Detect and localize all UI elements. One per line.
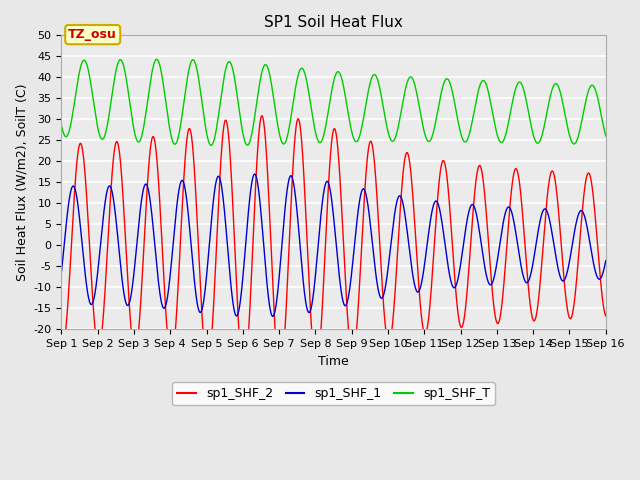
Text: TZ_osu: TZ_osu <box>68 28 117 41</box>
Legend: sp1_SHF_2, sp1_SHF_1, sp1_SHF_T: sp1_SHF_2, sp1_SHF_1, sp1_SHF_T <box>172 383 495 406</box>
sp1_SHF_1 <box>58 269 65 275</box>
sp1_SHF_2 <box>308 336 316 341</box>
sp1_SHF_1 <box>586 242 594 248</box>
Line: sp1_SHF_1: sp1_SHF_1 <box>61 174 605 316</box>
sp1_SHF_1 <box>308 300 316 305</box>
sp1_SHF_2 <box>258 113 266 119</box>
sp1_SHF_2 <box>586 173 594 179</box>
sp1_SHF_T <box>323 118 330 124</box>
sp1_SHF_T <box>58 122 65 128</box>
sp1_SHF_T <box>586 84 594 90</box>
sp1_SHF_1 <box>251 171 259 177</box>
sp1_SHF_2 <box>276 372 284 377</box>
sp1_SHF_T <box>487 99 495 105</box>
Line: sp1_SHF_T: sp1_SHF_T <box>61 60 605 145</box>
sp1_SHF_1 <box>587 243 595 249</box>
sp1_SHF_2 <box>602 313 609 319</box>
sp1_SHF_1 <box>269 313 276 319</box>
sp1_SHF_1 <box>323 179 330 184</box>
sp1_SHF_T <box>308 111 316 117</box>
Line: sp1_SHF_2: sp1_SHF_2 <box>61 116 605 374</box>
sp1_SHF_T <box>153 57 161 62</box>
sp1_SHF_2 <box>587 174 595 180</box>
sp1_SHF_T <box>207 143 215 148</box>
sp1_SHF_2 <box>487 267 495 273</box>
Y-axis label: Soil Heat Flux (W/m2), SoilT (C): Soil Heat Flux (W/m2), SoilT (C) <box>15 84 28 281</box>
sp1_SHF_T <box>587 84 595 89</box>
sp1_SHF_T <box>602 133 609 139</box>
sp1_SHF_1 <box>487 282 495 288</box>
sp1_SHF_2 <box>323 217 330 223</box>
sp1_SHF_2 <box>85 236 93 242</box>
Title: SP1 Soil Heat Flux: SP1 Soil Heat Flux <box>264 15 403 30</box>
sp1_SHF_1 <box>602 258 609 264</box>
sp1_SHF_1 <box>85 298 93 303</box>
sp1_SHF_T <box>85 72 93 77</box>
sp1_SHF_2 <box>58 343 65 349</box>
X-axis label: Time: Time <box>318 355 349 368</box>
